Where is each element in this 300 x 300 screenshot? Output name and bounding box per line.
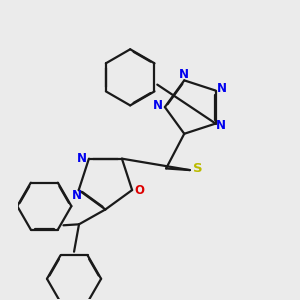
Text: O: O	[134, 184, 144, 196]
Text: S: S	[193, 162, 203, 175]
Text: N: N	[217, 82, 227, 95]
Text: N: N	[77, 152, 87, 165]
Text: N: N	[179, 68, 189, 81]
Text: N: N	[216, 119, 226, 132]
Text: N: N	[72, 190, 82, 202]
Text: N: N	[153, 99, 163, 112]
